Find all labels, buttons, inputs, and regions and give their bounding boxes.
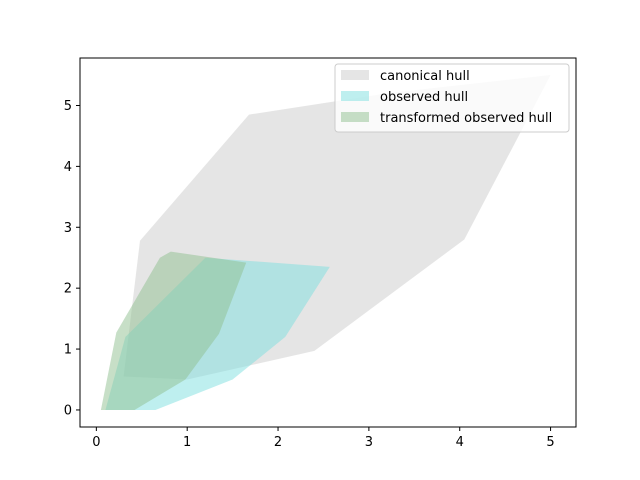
x-tick-label: 1 (183, 435, 191, 450)
x-tick-label: 5 (546, 435, 554, 450)
x-axis: 0 1 2 3 4 5 (92, 427, 555, 450)
x-tick-label: 3 (365, 435, 373, 450)
legend-label-canonical-hull: canonical hull (380, 69, 470, 84)
axes-frame (79, 57, 577, 428)
legend: canonical hull observed hull transformed… (334, 63, 570, 133)
legend-box (334, 63, 570, 133)
y-tick-label: 1 (64, 343, 72, 358)
y-tick-label: 5 (64, 99, 72, 114)
legend-swatch-canonical-hull (341, 70, 369, 80)
x-tick-label: 0 (92, 435, 100, 450)
y-axis: 0 1 2 3 4 5 (64, 99, 80, 418)
legend-label-observed-hull: observed hull (380, 90, 468, 105)
legend-swatch-transformed-observed-hull (341, 112, 369, 122)
y-tick-label: 3 (64, 221, 72, 236)
plot-area (100, 75, 551, 410)
legend-label-transformed-observed-hull: transformed observed hull (380, 111, 552, 126)
x-tick-label: 4 (456, 435, 464, 450)
y-tick-label: 4 (64, 160, 72, 175)
legend-swatch-observed-hull (341, 91, 369, 101)
hull-transformed-observed-hull (100, 251, 247, 410)
y-tick-label: 2 (64, 282, 72, 297)
x-tick-label: 2 (274, 435, 282, 450)
y-tick-label: 0 (64, 403, 72, 418)
